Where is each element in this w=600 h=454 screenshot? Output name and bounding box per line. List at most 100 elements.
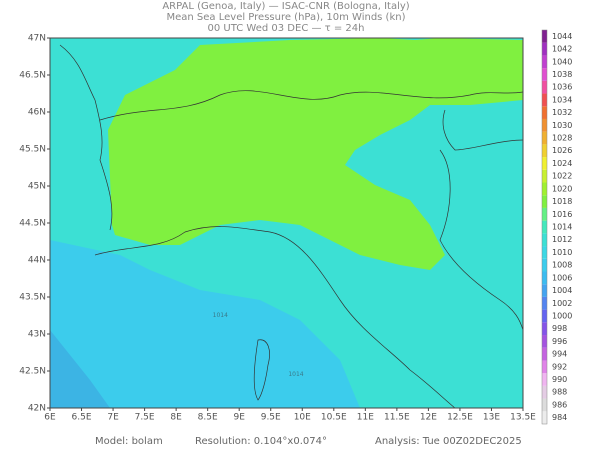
y-tick-label: 42.5N: [19, 367, 46, 377]
colorbar-label: 1042: [552, 45, 572, 54]
pressure-field: [108, 38, 523, 270]
y-tick-label: 45.5N: [19, 145, 46, 155]
colorbar-cell: [542, 55, 547, 69]
x-tick-label: 10.5E: [321, 413, 347, 423]
colorbar-cell: [542, 258, 547, 272]
colorbar-label: 994: [552, 350, 567, 359]
footer-resolution: Resolution: 0.104°x0.074°: [195, 436, 327, 447]
colorbar-cell: [542, 309, 547, 323]
colorbar-cell: [542, 322, 547, 336]
colorbar-label: 1020: [552, 184, 572, 193]
colorbar-label: 1006: [552, 273, 572, 282]
colorbar-label: 1004: [552, 286, 572, 295]
colorbar-label: 1026: [552, 146, 572, 155]
colorbar-label: 1000: [552, 311, 572, 320]
x-tick-label: 11E: [357, 413, 374, 423]
colorbar-frame: [541, 29, 548, 425]
map-area: [49, 37, 524, 409]
y-tick-label: 47N: [28, 34, 46, 44]
colorbar-label: 1034: [552, 95, 572, 104]
y-tick-label: 44.5N: [19, 219, 46, 229]
colorbar-label: 1022: [552, 172, 572, 181]
y-tick-label: 46.5N: [19, 71, 46, 81]
contour-label: 1014: [288, 371, 303, 378]
colorbar-cell: [542, 296, 547, 310]
colorbar-label: 1008: [552, 261, 572, 270]
x-tick-label: 12E: [420, 413, 437, 423]
y-tick-label: 42N: [28, 404, 46, 414]
colorbar-cell: [542, 271, 547, 285]
pressure-field: [50, 330, 110, 408]
border-line: [99, 90, 524, 121]
pressure-field: [50, 240, 360, 408]
coastline: [439, 149, 524, 331]
colorbar-label: 988: [552, 388, 567, 397]
colorbar-cell: [542, 360, 547, 374]
colorbar-cell: [542, 30, 547, 43]
x-tick-label: 13.5E: [510, 413, 536, 423]
colorbar-cell: [542, 118, 547, 132]
colorbar-cell: [542, 106, 547, 119]
colorbar-label: 1030: [552, 121, 572, 130]
x-tick-label: 6E: [44, 413, 56, 423]
contour-label: 1014: [213, 312, 228, 319]
colorbar-label: 1032: [552, 108, 572, 117]
x-tick-label: 9E: [233, 413, 245, 423]
y-tick-label: 43N: [28, 330, 46, 340]
colorbar-cell: [542, 144, 547, 158]
colorbar-cell: [542, 80, 547, 94]
colorbar-label: 1018: [552, 197, 572, 206]
x-tick-label: 11.5E: [384, 413, 410, 423]
colorbar-label: 1028: [552, 134, 572, 143]
coastline: [94, 226, 456, 409]
colorbar-cell: [542, 233, 547, 247]
colorbar-label: 1024: [552, 159, 572, 168]
colorbar-cell: [542, 207, 547, 221]
x-tick-label: 13E: [483, 413, 500, 423]
coastline: [442, 109, 524, 151]
colorbar-label: 996: [552, 337, 567, 346]
y-tick-label: 43.5N: [19, 293, 46, 303]
colorbar-label: 986: [552, 400, 567, 409]
footer-analysis: Analysis: Tue 00Z02DEC2025: [375, 436, 522, 447]
colorbar-cell: [542, 398, 547, 412]
header-line: 00 UTC Wed 03 DEC — τ = 24h: [208, 23, 365, 34]
colorbar-cell: [542, 68, 547, 81]
x-tick-label: 7.5E: [135, 413, 155, 423]
colorbar-cell: [542, 182, 547, 196]
x-tick-label: 8.5E: [198, 413, 218, 423]
colorbar-label: 1038: [552, 70, 572, 79]
x-tick-label: 10E: [294, 413, 311, 423]
x-tick-label: 7E: [107, 413, 119, 423]
x-tick-label: 9.5E: [261, 413, 281, 423]
colorbar-label: 1012: [552, 235, 572, 244]
colorbar-cell: [542, 335, 547, 348]
colorbar-cell: [542, 195, 547, 208]
colorbar-label: 1010: [552, 248, 572, 257]
footer-model: Model: bolam: [95, 436, 163, 447]
colorbar-cell: [542, 42, 547, 56]
y-tick-label: 46N: [28, 108, 46, 118]
y-tick-label: 45N: [28, 182, 46, 192]
colorbar-label: 1002: [552, 299, 572, 308]
header-line: ARPAL (Genoa, Italy) — ISAC-CNR (Bologna…: [162, 1, 409, 12]
colorbar-cell: [542, 220, 547, 234]
island: [253, 339, 270, 401]
colorbar-cell: [542, 373, 547, 386]
x-tick-label: 6.5E: [72, 413, 92, 423]
colorbar-cell: [542, 411, 547, 424]
colorbar-label: 1044: [552, 32, 572, 41]
x-tick-label: 12.5E: [447, 413, 473, 423]
colorbar-label: 1014: [552, 223, 572, 232]
colorbar-cell: [542, 284, 547, 297]
colorbar-cell: [542, 347, 547, 361]
colorbar-label: 990: [552, 375, 567, 384]
colorbar-cell: [542, 246, 547, 259]
colorbar-cell: [542, 385, 547, 399]
colorbar-cell: [542, 157, 547, 170]
border-line: [59, 44, 113, 231]
colorbar-cell: [542, 93, 547, 107]
colorbar-label: 992: [552, 362, 567, 371]
colorbar-label: 1036: [552, 83, 572, 92]
